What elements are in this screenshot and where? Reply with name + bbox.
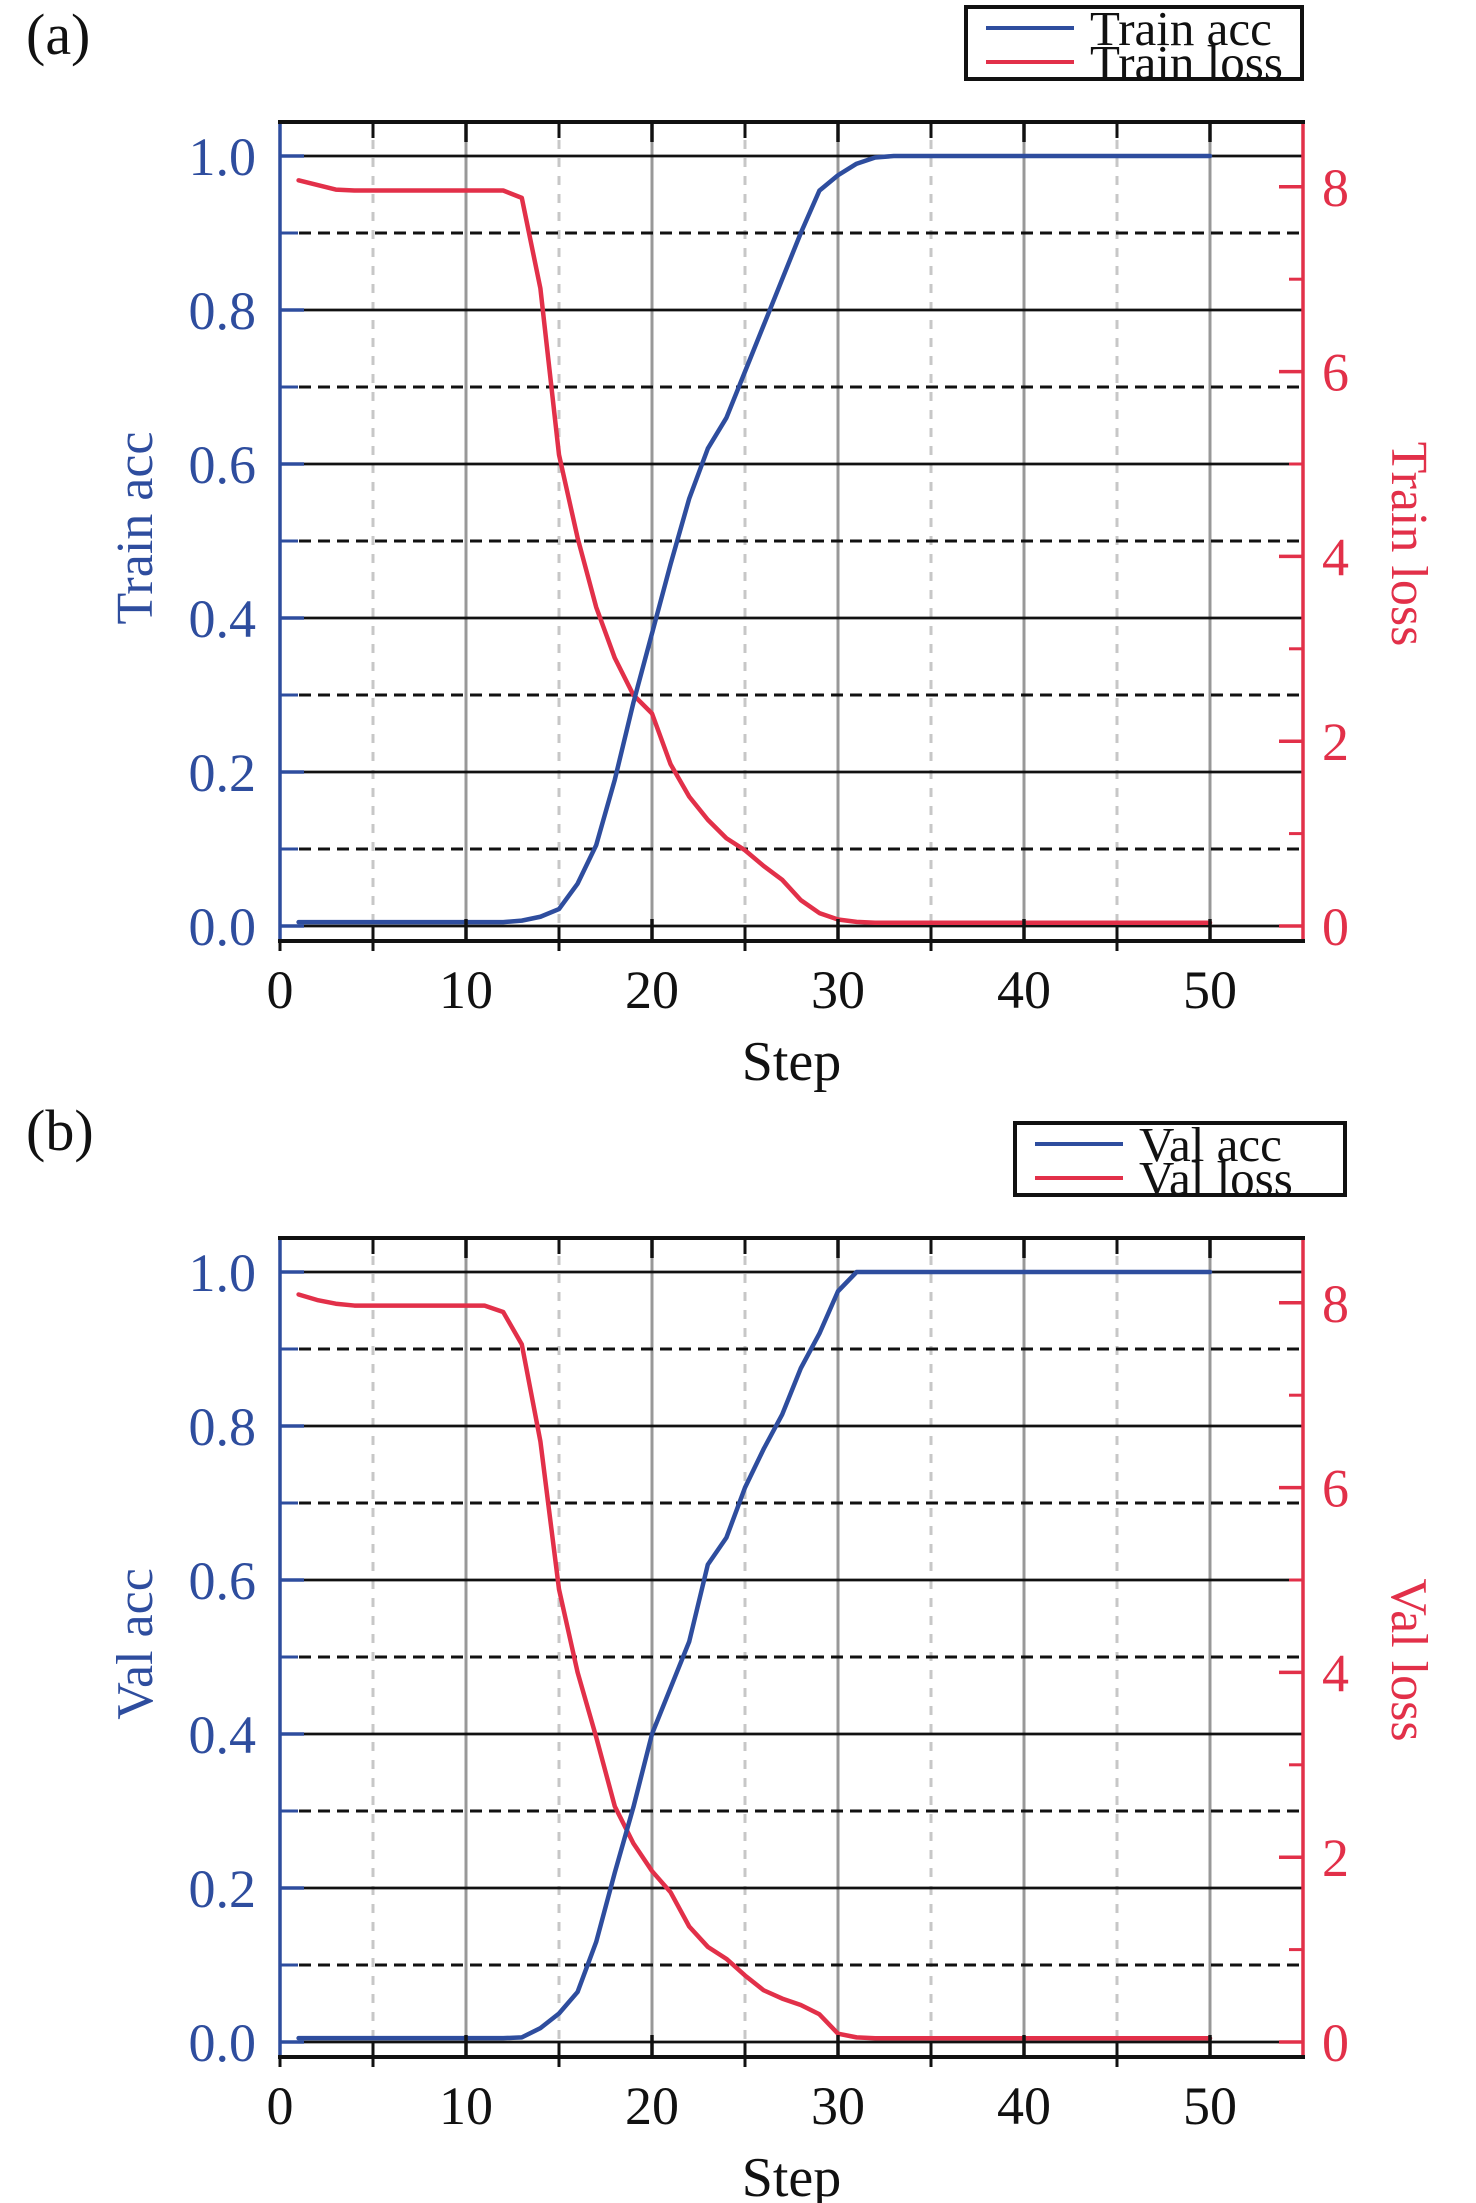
- left-tick-label-a: 0.8: [189, 281, 257, 341]
- val-loss-line-swatch: [1035, 1176, 1123, 1180]
- right-axis-title-b: Val loss: [1380, 1578, 1437, 1742]
- curve-val-loss: [296, 1292, 1213, 2041]
- legend-entry-train-acc: Train acc: [974, 4, 1294, 53]
- left-tick-label-b: 0.8: [189, 1397, 257, 1457]
- right-tick-label-b: 6: [1322, 1459, 1349, 1519]
- left-tick-label-a: 0.6: [189, 435, 257, 495]
- x-tick-label-a: 30: [811, 960, 865, 1020]
- legend-panel-a: Train acc Train loss: [964, 4, 1304, 87]
- legend-label: Val loss: [1139, 1150, 1293, 1206]
- left-tick-label-b: 1.0: [189, 1243, 257, 1303]
- x-tick-label-b: 30: [811, 2076, 865, 2136]
- x-axis-title-b: Step: [742, 2147, 842, 2203]
- right-tick-label-b: 8: [1322, 1274, 1349, 1334]
- curve-train-loss: [296, 178, 1213, 926]
- curve-val-acc: [296, 1269, 1213, 2041]
- left-tick-label-a: 0.2: [189, 743, 257, 803]
- x-tick-label-b: 10: [439, 2076, 493, 2136]
- x-tick-label-a: 0: [267, 960, 294, 1020]
- left-axis-title-a: Train acc: [107, 431, 164, 625]
- panel-label-b: (b): [26, 1098, 94, 1163]
- right-tick-label-a: 2: [1322, 712, 1349, 772]
- right-tick-label-b: 0: [1322, 2013, 1349, 2073]
- right-tick-label-b: 2: [1322, 1828, 1349, 1888]
- x-tick-label-a: 40: [997, 960, 1051, 1020]
- x-axis-title-a: Step: [742, 1031, 842, 1093]
- left-tick-label-b: 0.6: [189, 1551, 257, 1611]
- legend-label: Train acc: [1090, 0, 1272, 56]
- right-axis-title-a: Train loss: [1380, 441, 1437, 647]
- x-tick-label-a: 50: [1183, 960, 1237, 1020]
- x-tick-label-a: 10: [439, 960, 493, 1020]
- curve-train-acc: [296, 153, 1213, 925]
- train-acc-line-swatch: [986, 26, 1074, 30]
- left-tick-label-a: 0.4: [189, 589, 257, 649]
- x-tick-label-b: 20: [625, 2076, 679, 2136]
- x-tick-label-b: 40: [997, 2076, 1051, 2136]
- left-tick-label-b: 0.0: [189, 2013, 257, 2073]
- left-axis-title-b: Val acc: [107, 1568, 164, 1720]
- legend-entry-val-loss: Val loss: [1023, 1154, 1337, 1203]
- legend-entry-train-loss: Train loss: [974, 38, 1294, 87]
- right-tick-label-b: 4: [1322, 1643, 1349, 1703]
- legend-label: Train loss: [1090, 34, 1283, 90]
- train-loss-line-swatch: [986, 60, 1074, 64]
- panel-label-a: (a): [26, 2, 91, 67]
- legend-entry-val-acc: Val acc: [1023, 1120, 1337, 1169]
- x-tick-label-b: 50: [1183, 2076, 1237, 2136]
- right-tick-label-a: 0: [1322, 897, 1349, 957]
- x-tick-label-b: 0: [267, 2076, 294, 2136]
- val-acc-line-swatch: [1035, 1142, 1123, 1146]
- left-tick-label-b: 0.2: [189, 1859, 257, 1919]
- left-tick-label-b: 0.4: [189, 1705, 257, 1765]
- left-tick-label-a: 0.0: [189, 897, 257, 957]
- left-tick-label-a: 1.0: [189, 127, 257, 187]
- right-tick-label-a: 4: [1322, 527, 1349, 587]
- right-tick-label-a: 6: [1322, 343, 1349, 403]
- legend-panel-b: Val acc Val loss: [1013, 1120, 1347, 1203]
- legend-label: Val acc: [1139, 1116, 1282, 1172]
- x-tick-label-a: 20: [625, 960, 679, 1020]
- right-tick-label-a: 8: [1322, 158, 1349, 218]
